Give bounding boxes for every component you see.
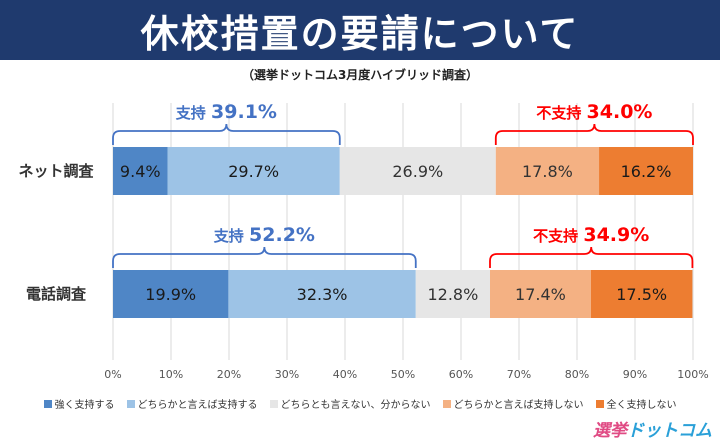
row-label: ネット調査: [18, 162, 94, 180]
x-tick-label: 80%: [565, 368, 589, 381]
page-title: 休校措置の要請について: [140, 11, 580, 56]
bracket: [112, 123, 341, 145]
data-label: 17.4%: [515, 285, 566, 304]
x-tick-label: 90%: [623, 368, 647, 381]
data-label: 26.9%: [392, 162, 443, 181]
x-tick-label: 30%: [275, 368, 299, 381]
bar-segment: [113, 270, 229, 318]
bar-segment: [495, 147, 600, 195]
annotation-value: 34.0%: [587, 101, 653, 123]
data-label: 19.9%: [145, 285, 196, 304]
title-banner: 休校措置の要請について: [0, 0, 720, 60]
annotation-value: 34.9%: [583, 224, 649, 246]
logo-part-a: 選挙: [593, 421, 627, 441]
bar-segment: [415, 270, 490, 318]
x-tick-label: 10%: [159, 368, 183, 381]
data-label: 17.5%: [616, 285, 667, 304]
legend-swatch: [269, 399, 278, 408]
bar-segment: [490, 270, 591, 318]
data-label: 16.2%: [621, 162, 672, 181]
bar-segment: [599, 147, 693, 195]
bar-segment: [167, 147, 340, 195]
legend-label: 全く支持しない: [606, 400, 677, 411]
legend-item: どちらとも言えない、分からない: [269, 396, 431, 411]
annotation-value: 52.2%: [249, 224, 315, 246]
legend-item: どちらかと言えば支持しない: [442, 396, 584, 411]
annotation-word: 支持: [213, 227, 249, 245]
data-label: 17.8%: [522, 162, 573, 181]
legend-item: どちらかと言えば支持する: [126, 396, 258, 411]
chart-legend: 強く支持する どちらかと言えば支持する どちらとも言えない、分からない どちらかと言え…: [0, 396, 720, 411]
chart-subtitle: （選挙ドットコム3月度ハイブリッド調査）: [241, 68, 479, 82]
data-label: 9.4%: [120, 162, 161, 181]
legend-swatch: [595, 399, 604, 408]
bracket: [489, 246, 694, 268]
legend-label: どちらかと言えば支持しない: [453, 400, 584, 411]
bracket-annotation: 支持 39.1%: [175, 101, 277, 123]
annotation-word: 支持: [175, 104, 211, 122]
legend-label: どちらとも言えない、分からない: [280, 400, 431, 411]
bracket-annotation: 不支持 34.0%: [536, 101, 652, 123]
x-tick-label: 50%: [391, 368, 415, 381]
legend-swatch: [442, 399, 451, 408]
x-tick-label: 60%: [449, 368, 473, 381]
x-tick-label: 0%: [104, 368, 121, 381]
bracket: [494, 123, 694, 145]
data-label: 29.7%: [228, 162, 279, 181]
bar-segment: [228, 270, 416, 318]
data-label: 32.3%: [297, 285, 348, 304]
bracket-annotation: 支持 52.2%: [213, 224, 315, 246]
x-tick-label: 100%: [677, 368, 708, 381]
bracket: [112, 246, 417, 268]
x-tick-label: 40%: [333, 368, 357, 381]
bracket-annotation: 不支持 34.9%: [533, 224, 649, 246]
legend-item: 全く支持しない: [595, 396, 677, 411]
legend-swatch: [43, 399, 52, 408]
bar-segment: [113, 147, 168, 195]
x-tick-label: 20%: [217, 368, 241, 381]
legend-item: 強く支持する: [43, 396, 115, 411]
logo-part-b: ドットコム: [627, 421, 712, 441]
annotation-value: 39.1%: [211, 101, 277, 123]
annotation-word: 不支持: [533, 227, 583, 245]
legend-swatch: [126, 399, 135, 408]
legend-label: どちらかと言えば支持する: [137, 400, 258, 411]
bar-segment: [339, 147, 496, 195]
bar-segment: [590, 270, 693, 318]
brand-logo: 選挙ドットコム: [593, 416, 712, 441]
data-label: 12.8%: [427, 285, 478, 304]
annotation-word: 不支持: [536, 104, 586, 122]
x-tick-label: 70%: [507, 368, 531, 381]
row-label: 電話調査: [26, 285, 87, 303]
legend-label: 強く支持する: [54, 400, 115, 411]
